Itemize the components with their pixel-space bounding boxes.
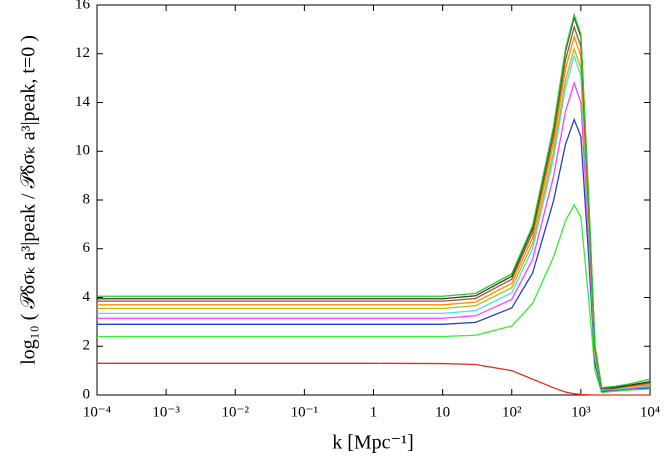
- series-line: [97, 80, 651, 391]
- y-tick-label: 2: [83, 338, 91, 354]
- x-axis-label: k [Mpc⁻¹]: [332, 432, 414, 454]
- y-axis-label: log₁₀ ( 𝒫δσₖ a³|peak / 𝒫δσₖ a³|peak, t=0…: [18, 35, 40, 365]
- x-tick-label: 10⁻¹: [291, 404, 318, 420]
- x-tick-label: 1: [370, 404, 378, 420]
- x-tick-label: 10⁴: [640, 404, 660, 420]
- x-tick-label: 10⁻²: [222, 404, 250, 420]
- series-line: [97, 12, 651, 389]
- series-line: [97, 24, 651, 390]
- series-line: [97, 54, 651, 391]
- y-tick-label: 12: [75, 45, 90, 61]
- x-tick-label: 10²: [502, 404, 522, 420]
- y-tick-label: 16: [75, 0, 91, 12]
- y-tick-label: 4: [83, 289, 91, 305]
- y-tick-label: 8: [83, 191, 91, 207]
- series-line: [97, 117, 651, 393]
- y-tick-label: 0: [83, 386, 91, 402]
- x-tick-label: 10: [435, 404, 450, 420]
- y-tick-label: 10: [75, 143, 90, 159]
- series-line: [97, 362, 650, 396]
- x-tick-label: 10³: [571, 404, 591, 420]
- series-line: [97, 203, 651, 394]
- y-tick-label: 6: [83, 240, 91, 256]
- x-tick-label: 10⁻⁴: [83, 404, 111, 420]
- x-tick-label: 10⁻³: [152, 404, 180, 420]
- y-tick-label: 14: [75, 94, 91, 110]
